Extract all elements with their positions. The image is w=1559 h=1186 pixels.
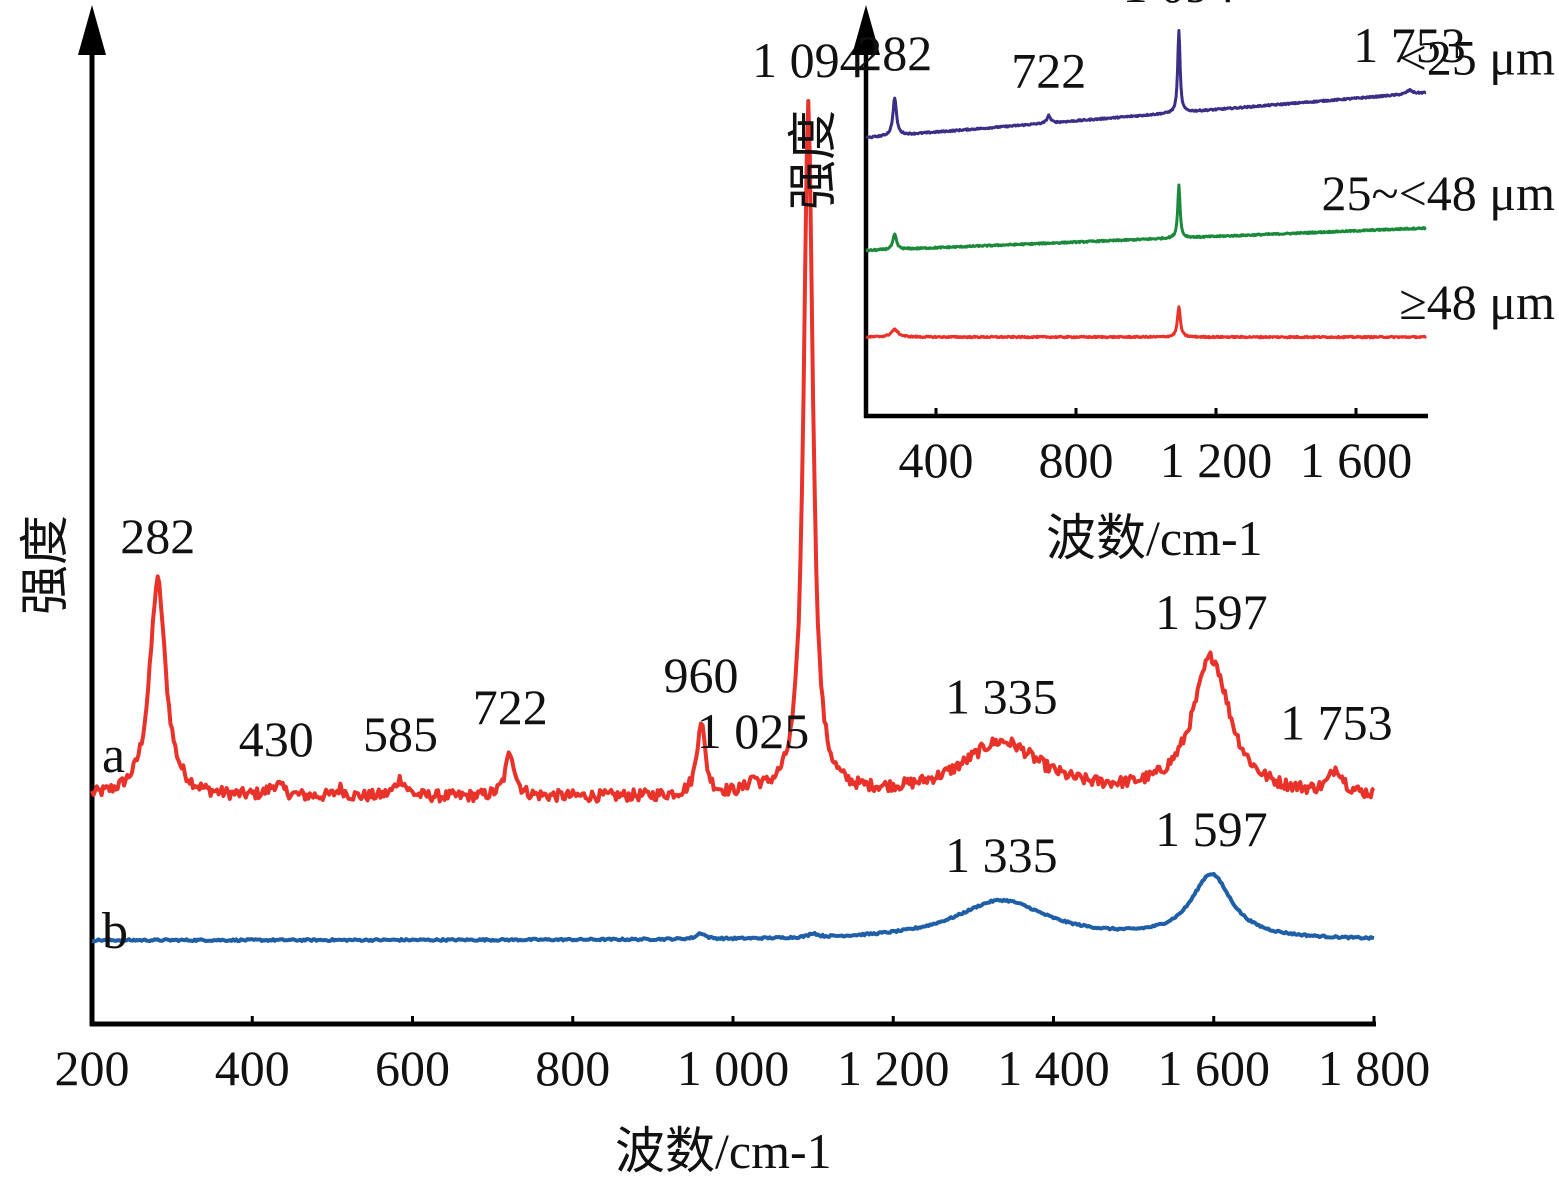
main-peak-label: 722: [473, 679, 548, 735]
main-x-tick-label: 200: [55, 1040, 130, 1096]
inset-peak-label: 722: [1011, 43, 1086, 99]
inset-plot: 400 800 1 200 1 600 282 722 1 094 1 753 <25 μm…: [785, 0, 1555, 566]
inset-peak-label: 1 753: [1353, 17, 1466, 73]
main-peak-label: 585: [363, 706, 438, 762]
inset-series-group: [865, 29, 1427, 340]
inset-series-name: <25 μm: [1399, 29, 1556, 85]
inset-series-line-1: [865, 183, 1427, 253]
main-x-tick-label: 400: [215, 1040, 290, 1096]
main-plot: 200 400 600 800 1 000 1 200 1 400 1 600 1 800 28…: [17, 5, 1430, 1179]
main-series-line-1: [91, 871, 1375, 944]
main-x-ticks: 200 400 600 800 1 000 1 200 1 400 1 600 1 800: [55, 1016, 1431, 1096]
inset-y-axis-title: 强度: [785, 110, 841, 210]
inset-x-tick-label: 400: [899, 432, 974, 488]
main-x-tick-label: 1 000: [677, 1040, 790, 1096]
main-peak-label: 1 335: [945, 827, 1058, 883]
main-x-tick-label: 1 800: [1318, 1040, 1431, 1096]
inset-peak-label: 282: [857, 25, 932, 81]
inset-series-name: ≥48 μm: [1399, 274, 1555, 330]
inset-x-tick-label: 800: [1039, 432, 1114, 488]
main-peak-label: 1 753: [1280, 695, 1393, 751]
main-x-tick-label: 1 400: [997, 1040, 1110, 1096]
main-y-axis-arrow: [78, 5, 106, 55]
main-peak-label: 1 025: [697, 703, 810, 759]
main-series-group: [90, 99, 1376, 944]
inset-x-ticks: 400 800 1 200 1 600: [899, 408, 1413, 488]
inset-x-tick-label: 1 200: [1160, 432, 1273, 488]
inset-series-line-0: [865, 29, 1427, 140]
main-peak-label: 1 597: [1155, 584, 1268, 640]
inset-legend: <25 μm 25~<48 μm ≥48 μm: [1322, 29, 1556, 330]
main-peak-label: 430: [239, 711, 314, 767]
inset-y-axis-arrow: [852, 5, 880, 55]
main-x-tick-label: 600: [375, 1040, 450, 1096]
main-x-tick-label: 800: [535, 1040, 610, 1096]
inset-series-name: 25~<48 μm: [1322, 165, 1556, 221]
main-series-letter-b: b: [102, 903, 128, 960]
main-peak-label: 1 597: [1155, 801, 1268, 857]
main-series-line-0: [90, 99, 1376, 804]
main-y-axis-title: 强度: [17, 515, 73, 615]
inset-peak-label: 1 094: [1123, 0, 1236, 13]
inset-x-axis-title: 波数/cm-1: [1046, 510, 1263, 566]
main-x-axis-title: 波数/cm-1: [615, 1123, 832, 1179]
main-series-letter-a: a: [102, 727, 125, 784]
main-peak-label: 282: [120, 508, 195, 564]
inset-x-tick-label: 1 600: [1300, 432, 1413, 488]
main-x-tick-label: 1 200: [837, 1040, 950, 1096]
main-peak-label: 1 094: [752, 32, 865, 88]
main-peak-label: 1 335: [945, 668, 1058, 724]
main-x-tick-label: 1 600: [1158, 1040, 1271, 1096]
inset-series-line-2: [865, 305, 1427, 340]
inset-peak-labels: 282 722 1 094 1 753: [857, 0, 1466, 99]
main-peak-label: 960: [663, 647, 738, 703]
